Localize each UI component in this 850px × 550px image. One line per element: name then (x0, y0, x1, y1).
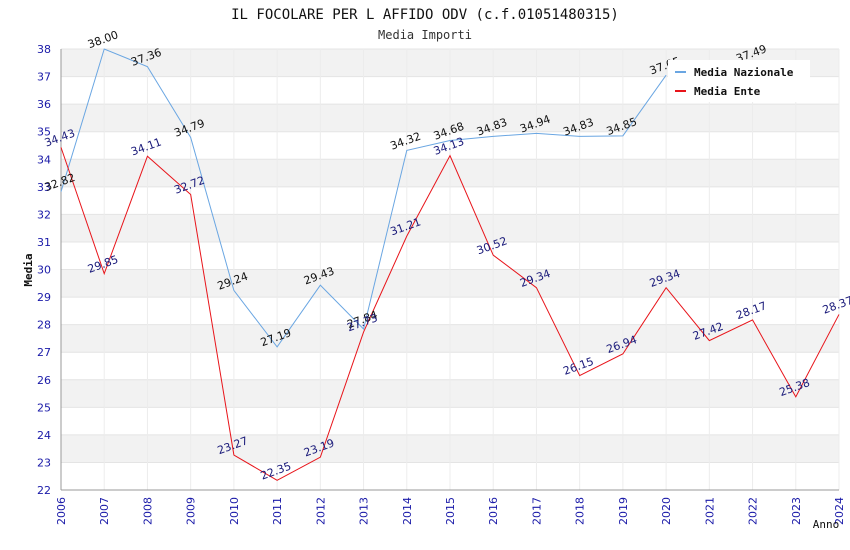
y-tick-label: 31 (37, 236, 51, 249)
y-tick-label: 38 (37, 43, 51, 56)
y-tick-label: 25 (37, 401, 51, 414)
chart-subtitle: Media Importi (378, 28, 472, 42)
x-tick-label: 2022 (747, 497, 760, 525)
grid-bands (60, 48, 840, 491)
x-tick-label: 2023 (790, 497, 803, 525)
x-tick-label: 2014 (401, 497, 414, 525)
data-label-ente: 34.11 (129, 135, 163, 158)
y-tick-label: 32 (37, 208, 51, 221)
data-label-nazionale: 38.00 (86, 28, 120, 51)
y-axis-label: Media (22, 253, 35, 286)
y-tick-label: 36 (37, 98, 51, 111)
x-tick-label: 2011 (271, 497, 284, 525)
x-tick-label: 2024 (833, 497, 846, 525)
x-tick-label: 2017 (530, 497, 543, 525)
data-label-nazionale: 32.82 (43, 171, 77, 194)
x-tick-label: 2016 (487, 497, 500, 525)
x-tick-label: 2008 (141, 497, 154, 525)
x-tick-label: 2020 (660, 497, 673, 525)
y-tick-label: 29 (37, 291, 51, 304)
y-tick-label: 37 (37, 71, 51, 84)
data-label-nazionale: 34.32 (389, 130, 423, 153)
legend-box (668, 60, 810, 102)
x-tick-label: 2009 (185, 497, 198, 525)
y-tick-label: 23 (37, 456, 51, 469)
x-tick-label: 2018 (574, 497, 587, 525)
y-tick-label: 26 (37, 374, 51, 387)
y-tick-label: 27 (37, 346, 51, 359)
x-tick-label: 2021 (703, 497, 716, 525)
legend-label: Media Nazionale (694, 66, 794, 79)
y-tick-label: 35 (37, 126, 51, 139)
y-tick-label: 33 (37, 181, 51, 194)
series-line-ente (60, 147, 840, 481)
legend: Media Nazionale Media Ente (668, 60, 810, 102)
y-tick-label: 34 (37, 153, 51, 166)
x-tick-label: 2015 (444, 497, 457, 525)
series-lines (60, 49, 840, 481)
data-label-ente: 28.17 (734, 299, 768, 322)
x-tick-label: 2019 (617, 497, 630, 525)
legend-label: Media Ente (694, 85, 761, 98)
y-tick-label: 30 (37, 264, 51, 277)
x-tick-label: 2010 (228, 497, 241, 525)
y-tick-label: 28 (37, 319, 51, 332)
data-label-ente: 26.15 (561, 355, 595, 378)
chart-title: IL FOCOLARE PER L AFFIDO ODV (c.f.010514… (231, 7, 619, 23)
x-tick-label: 2007 (98, 497, 111, 525)
axes: 22 23 24 25 26 27 28 29 30 31 32 33 34 35 36 37 38 2006 20… (37, 43, 846, 525)
y-tick-label: 22 (37, 484, 51, 497)
x-axis-label: Anno (813, 518, 840, 531)
x-tick-label: 2006 (55, 497, 68, 525)
x-tick-label: 2012 (314, 497, 327, 525)
y-tick-label: 24 (37, 429, 51, 442)
x-tick-label: 2013 (358, 497, 371, 525)
